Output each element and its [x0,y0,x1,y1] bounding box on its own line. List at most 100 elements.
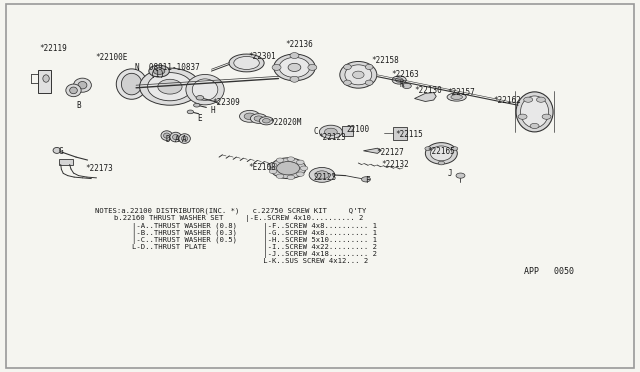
Ellipse shape [451,94,463,99]
Text: *22100E: *22100E [95,52,127,61]
Ellipse shape [536,97,545,102]
Text: *22119: *22119 [39,44,67,53]
Ellipse shape [308,64,317,70]
Ellipse shape [154,68,165,74]
Text: G: G [58,147,63,156]
Text: *22130: *22130 [415,86,442,95]
Ellipse shape [365,64,373,70]
Ellipse shape [250,114,267,124]
Ellipse shape [344,80,351,85]
Ellipse shape [353,71,364,78]
Text: *22136: *22136 [285,40,312,49]
Ellipse shape [447,93,467,101]
Bar [342,126,353,136]
Text: N  08911-10837: N 08911-10837 [135,63,200,72]
Text: APP   0050: APP 0050 [524,267,574,276]
Ellipse shape [262,119,270,123]
Text: b.22160 THRUST WASHER SET     |-E..SCREW 4x10.......... 2: b.22160 THRUST WASHER SET |-E..SCREW 4x1… [115,215,364,222]
Text: *22115: *22115 [396,130,423,140]
Ellipse shape [287,175,294,180]
Text: D: D [166,135,170,144]
Ellipse shape [181,136,188,141]
Text: |-C..THRUST WASHER (0.5)      |-H..SCREW 5x10......... 1: |-C..THRUST WASHER (0.5) |-H..SCREW 5x10… [132,237,376,244]
Ellipse shape [530,124,539,129]
Ellipse shape [149,65,170,77]
Ellipse shape [542,114,551,119]
Text: B: B [76,101,81,110]
Text: J: J [448,169,452,178]
Text: |-B..THRUST WASHER (0.3)      |-G..SCREW 4x8.......... 1: |-B..THRUST WASHER (0.3) |-G..SCREW 4x8.… [132,230,376,237]
Text: F: F [365,176,369,185]
Ellipse shape [290,52,299,58]
Ellipse shape [193,103,200,107]
Ellipse shape [148,73,192,101]
Ellipse shape [158,79,182,94]
Ellipse shape [290,76,299,82]
Text: A: A [174,135,179,144]
Ellipse shape [269,163,277,167]
Ellipse shape [362,177,371,182]
Ellipse shape [309,167,335,182]
Text: *22020M: *22020M [269,119,301,128]
Text: *22132: *22132 [381,160,409,169]
Ellipse shape [186,74,224,105]
Ellipse shape [287,157,294,161]
Text: *22123: *22123 [318,133,346,142]
Text: *22309: *22309 [212,99,241,108]
Ellipse shape [456,173,465,178]
Ellipse shape [272,64,281,70]
Ellipse shape [164,133,170,138]
Ellipse shape [296,160,304,164]
Ellipse shape [66,84,81,97]
Text: NOTES:a.22100 DISTRIBUTOR(INC. *)   c.22750 SCREW KIT     Q'TY: NOTES:a.22100 DISTRIBUTOR(INC. *) c.2275… [95,207,367,214]
Text: |-A..THRUST WASHER (0.8)      |-F..SCREW 4x8.......... 1: |-A..THRUST WASHER (0.8) |-F..SCREW 4x8.… [132,222,376,230]
Text: *22127: *22127 [376,148,404,157]
Ellipse shape [296,172,304,176]
Text: L-D..THRUST PLATE             |-I..SCREW 4x22......... 2: L-D..THRUST PLATE |-I..SCREW 4x22.......… [132,244,376,251]
Ellipse shape [173,135,179,140]
Ellipse shape [438,161,445,165]
Ellipse shape [74,78,92,92]
Ellipse shape [43,75,49,82]
Ellipse shape [315,171,329,179]
Ellipse shape [524,97,532,102]
Ellipse shape [269,169,277,174]
Ellipse shape [161,131,173,140]
Text: C: C [314,127,318,136]
Text: |-J..SCREW 4x18......... 2: |-J..SCREW 4x18......... 2 [132,251,376,258]
Ellipse shape [276,158,284,163]
Ellipse shape [116,69,147,99]
Text: 22100: 22100 [347,125,370,134]
Text: *22162: *22162 [493,96,522,105]
Ellipse shape [274,54,316,81]
Bar [394,127,408,140]
Text: 22123: 22123 [314,173,337,182]
Ellipse shape [425,147,431,150]
Ellipse shape [259,117,273,125]
Ellipse shape [345,65,372,85]
Ellipse shape [270,158,306,179]
Ellipse shape [324,128,337,136]
Ellipse shape [53,147,61,153]
Bar [38,70,51,93]
Ellipse shape [254,116,263,121]
Ellipse shape [276,161,300,175]
Ellipse shape [70,87,77,94]
Ellipse shape [192,79,218,100]
Text: *22173: *22173 [85,164,113,173]
Ellipse shape [431,146,452,161]
Ellipse shape [300,166,308,170]
Ellipse shape [426,142,458,164]
Ellipse shape [244,113,255,119]
Text: L-K..SUS SCREW 4x12... 2: L-K..SUS SCREW 4x12... 2 [132,258,368,264]
Ellipse shape [319,125,342,138]
Text: K: K [399,80,404,89]
Ellipse shape [365,80,373,85]
Ellipse shape [288,63,301,71]
Ellipse shape [229,54,264,72]
Text: *22301: *22301 [248,52,276,61]
Ellipse shape [392,76,406,84]
Text: H: H [210,106,215,115]
Ellipse shape [279,57,310,77]
Ellipse shape [344,64,351,70]
